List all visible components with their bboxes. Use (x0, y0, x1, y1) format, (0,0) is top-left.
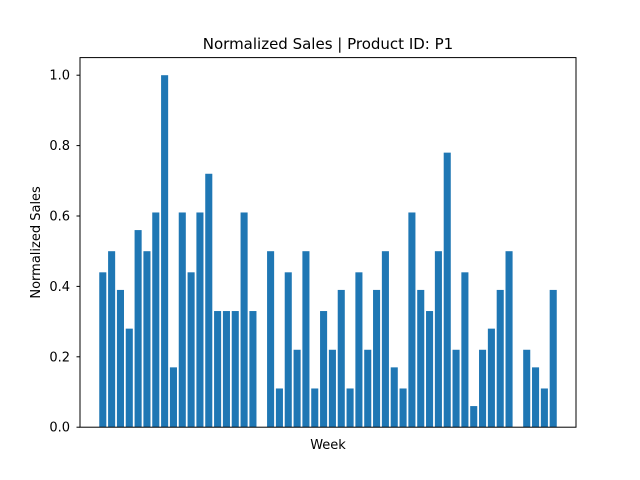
bar-week-24 (302, 251, 310, 428)
bar-week-30 (355, 272, 363, 428)
y-tick-label: 0.8 (49, 139, 70, 154)
bar-week-15 (222, 311, 230, 428)
bar-week-38 (426, 311, 434, 428)
bar-week-14 (214, 311, 222, 428)
bar-week-18 (249, 311, 257, 428)
bar-week-27 (328, 349, 336, 428)
bar-week-3 (116, 289, 124, 428)
y-tick-label: 0.0 (49, 421, 70, 436)
bar-week-40 (443, 152, 451, 428)
bar-week-42 (461, 272, 469, 428)
bar-week-33 (381, 251, 389, 428)
chart-title: Normalized Sales | Product ID: P1 (203, 35, 453, 53)
bar-week-31 (364, 349, 372, 428)
bar-week-51 (540, 388, 548, 428)
bar-week-20 (267, 251, 275, 428)
bar-week-11 (187, 272, 195, 428)
bar-week-12 (196, 212, 204, 428)
bar-week-26 (320, 311, 328, 428)
bar-week-22 (284, 272, 292, 428)
bar-week-23 (293, 349, 301, 428)
bar-week-5 (134, 230, 142, 428)
bar-week-6 (143, 251, 151, 428)
bar-week-46 (496, 289, 504, 428)
bar-week-44 (479, 349, 487, 428)
bars-group (99, 75, 557, 428)
bar-week-16 (231, 311, 239, 428)
bar-week-52 (549, 289, 557, 428)
bar-week-50 (532, 367, 540, 428)
bar-week-39 (434, 251, 442, 428)
y-tick-label: 0.4 (49, 280, 70, 295)
bar-week-13 (205, 173, 213, 428)
bar-week-49 (523, 349, 531, 428)
bar-week-17 (240, 212, 248, 428)
bar-week-47 (505, 251, 513, 428)
bar-week-32 (373, 289, 381, 428)
bar-week-1 (99, 272, 107, 428)
y-tick-label: 1.0 (49, 69, 70, 84)
bar-week-41 (452, 349, 460, 428)
plot-frame (79, 57, 577, 428)
bar-week-37 (417, 289, 425, 428)
bar-week-45 (487, 328, 495, 428)
bar-week-35 (399, 388, 407, 428)
bar-week-25 (311, 388, 319, 428)
bar-week-7 (152, 212, 160, 428)
bar-week-8 (161, 75, 169, 428)
y-axis-label: Normalized Sales (29, 186, 44, 299)
bar-week-2 (108, 251, 116, 428)
bar-week-4 (125, 328, 133, 428)
bar-week-29 (346, 388, 354, 428)
bar-week-43 (470, 406, 478, 428)
bar-week-21 (275, 388, 283, 428)
y-tick-label: 0.2 (49, 350, 70, 365)
bar-week-36 (408, 212, 416, 428)
bar-week-9 (169, 367, 177, 428)
x-axis-label: Week (310, 438, 346, 453)
bar-week-10 (178, 212, 186, 428)
bar-week-34 (390, 367, 398, 428)
y-tick-label: 0.6 (49, 210, 70, 225)
y-axis: 0.0 0.2 0.4 0.6 0.8 1.0 (49, 69, 80, 436)
bar-week-28 (337, 289, 345, 428)
